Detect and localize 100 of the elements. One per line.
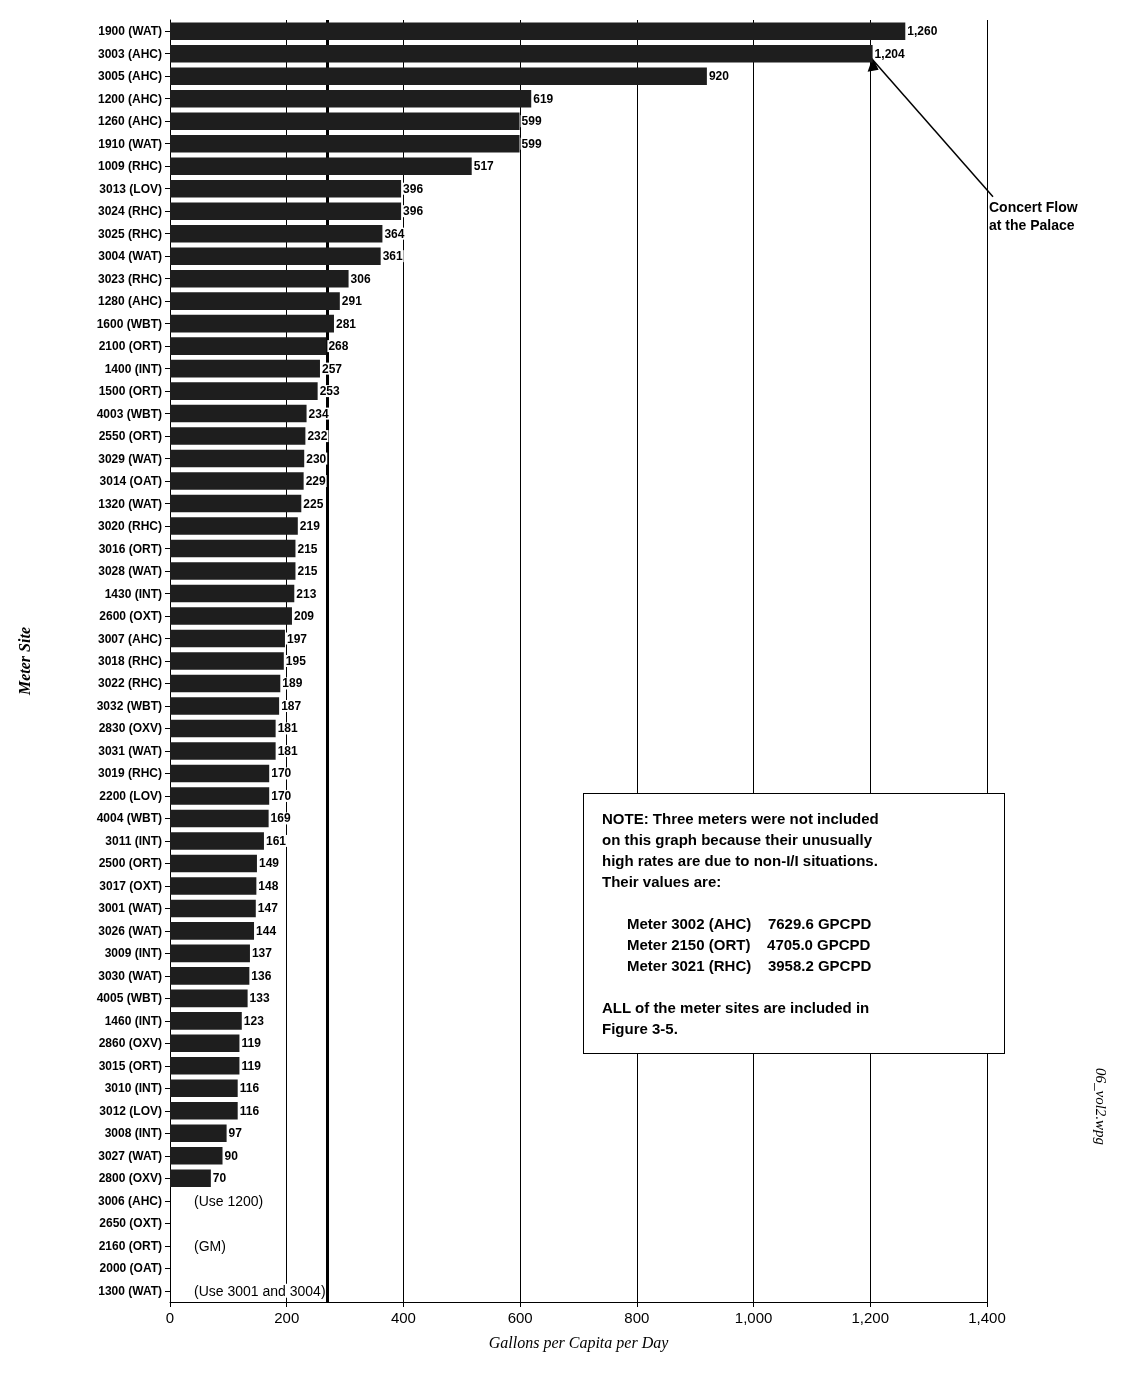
y-tick-label: 3003 (AHC)	[97, 46, 162, 61]
x-tick-label: 200	[274, 1309, 300, 1326]
data-label: 215	[297, 541, 318, 556]
data-label: 136	[251, 968, 272, 983]
bar	[170, 179, 402, 198]
y-tick-label: 3008 (INT)	[104, 1126, 162, 1141]
y-tick-label: 3010 (INT)	[104, 1081, 162, 1096]
y-tick-label: 1460 (INT)	[104, 1013, 162, 1028]
y-tick-label: 3026 (WAT)	[98, 923, 162, 938]
data-label: 147	[257, 901, 279, 916]
data-label: 229	[305, 474, 326, 489]
data-label: 97	[228, 1126, 243, 1141]
bar	[170, 494, 302, 513]
data-label: 396	[403, 181, 424, 196]
data-label: 161	[265, 833, 287, 848]
bar	[170, 247, 381, 265]
data-label: 291	[341, 294, 363, 309]
data-label: 116	[239, 1103, 260, 1118]
y-tick-label: 2000 (OAT)	[99, 1261, 162, 1276]
y-tick-label: 2500 (ORT)	[98, 856, 162, 871]
data-label: 619	[533, 91, 554, 106]
data-label: 920	[708, 69, 730, 84]
y-tick-label: 1320 (WAT)	[98, 496, 162, 511]
data-label: 361	[382, 249, 404, 264]
y-tick-label: 1600 (WBT)	[96, 316, 162, 331]
y-tick-label: 3013 (LOV)	[99, 181, 162, 196]
annotation: (GM)	[194, 1237, 226, 1254]
y-tick-label: 3020 (RHC)	[97, 519, 162, 534]
bar	[170, 67, 707, 85]
y-tick-label: 2830 (OXV)	[98, 721, 162, 736]
bar	[170, 584, 295, 603]
bar	[170, 1102, 238, 1120]
y-tick-label: 1500 (ORT)	[98, 384, 162, 399]
y-tick-label: 3030 (WAT)	[98, 968, 162, 983]
y-tick-label: 1260 (AHC)	[97, 114, 162, 129]
bar	[170, 877, 257, 895]
bar	[170, 742, 276, 760]
data-label: 599	[521, 114, 542, 129]
bar	[170, 922, 255, 940]
data-label: 215	[297, 564, 318, 579]
data-label: 116	[239, 1081, 260, 1096]
bar	[170, 899, 256, 918]
y-tick-label: 3029 (WAT)	[98, 451, 162, 466]
data-label: 219	[299, 519, 321, 534]
bar	[170, 832, 264, 850]
y-tick-label: 3023 (RHC)	[97, 271, 162, 286]
y-tick-label: 1900 (WAT)	[98, 24, 162, 39]
y-tick-label: 1430 (INT)	[104, 586, 162, 601]
bar	[170, 359, 320, 378]
bar	[170, 427, 306, 445]
y-tick-label: 4003 (WBT)	[96, 406, 162, 421]
bar	[170, 337, 327, 355]
y-tick-label: 3031 (WAT)	[98, 743, 162, 758]
bar	[170, 89, 532, 108]
y-tick-label: 1400 (INT)	[104, 361, 162, 376]
y-tick-label: 3001 (WAT)	[98, 901, 162, 916]
data-label: 123	[243, 1013, 265, 1028]
data-label: 137	[251, 946, 273, 961]
bar	[170, 472, 304, 490]
data-label: 170	[271, 788, 292, 803]
bar	[170, 112, 520, 130]
y-tick-label: 3006 (AHC)	[97, 1193, 162, 1208]
y-tick-label: 3018 (RHC)	[97, 654, 162, 668]
data-label: 181	[277, 743, 298, 758]
bar	[170, 629, 285, 648]
y-tick-label: 2650 (OXT)	[99, 1216, 162, 1231]
bar	[170, 967, 250, 985]
x-tick-label: 1,400	[968, 1309, 1006, 1326]
y-tick-label: 3016 (ORT)	[98, 541, 162, 556]
y-tick-label: 3004 (WAT)	[98, 249, 162, 264]
data-label: 119	[241, 1058, 262, 1073]
data-label: 232	[307, 429, 328, 444]
data-label: 213	[296, 586, 317, 601]
y-tick-label: 3015 (ORT)	[98, 1058, 162, 1073]
data-label: 306	[350, 271, 371, 286]
data-label: 149	[258, 856, 280, 871]
data-label: 148	[258, 878, 279, 893]
y-tick-label: 3005 (AHC)	[97, 69, 162, 84]
bar	[170, 1034, 240, 1053]
bar	[170, 202, 402, 220]
y-tick-label: 3012 (LOV)	[99, 1103, 162, 1118]
annotation: Concert Flow at the Palace	[989, 198, 1078, 233]
y-tick-label: 2800 (OXV)	[98, 1171, 162, 1186]
data-label: 396	[403, 204, 424, 219]
bar	[170, 719, 276, 738]
data-label: 119	[241, 1036, 262, 1051]
bar	[170, 652, 284, 670]
y-tick-label: 1009 (RHC)	[97, 159, 162, 174]
bar	[170, 1079, 238, 1098]
y-tick-label: 3024 (RHC)	[97, 204, 162, 219]
bar	[170, 697, 280, 715]
bar	[170, 44, 873, 63]
data-label: 90	[224, 1148, 239, 1163]
bar	[170, 1124, 227, 1143]
bar	[170, 989, 248, 1008]
bar	[170, 809, 269, 828]
data-label: 169	[270, 811, 291, 826]
bar	[170, 269, 349, 288]
bar	[170, 562, 296, 580]
y-tick-label: 3014 (OAT)	[99, 474, 162, 489]
